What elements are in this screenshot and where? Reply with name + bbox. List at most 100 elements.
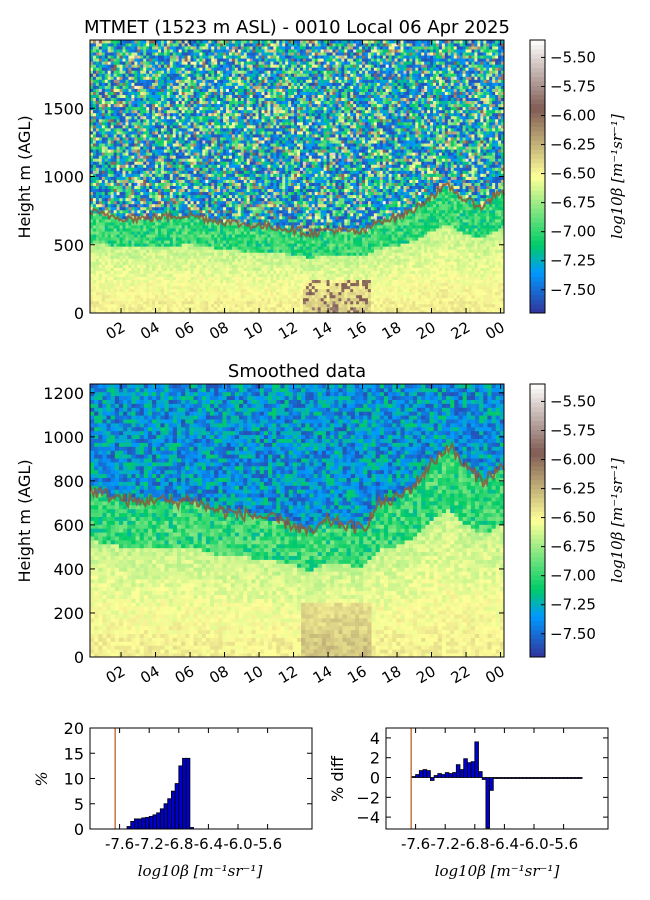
bar [444,772,450,778]
bar [182,757,187,830]
y-tick-label: 400 [53,560,84,579]
bar [133,818,139,830]
bar [485,777,490,829]
y-tick-label: 4 [370,729,380,748]
x-tick-label: 14 [310,662,336,687]
bar [448,773,453,778]
x-tick-label: 04 [137,318,163,343]
x-tick-label: 00 [482,318,508,343]
bar [463,758,468,778]
plot-frame [385,727,609,830]
y-tick-label: 2 [370,749,380,768]
x-tick-label: 06 [172,662,198,687]
colorbar-frame [529,383,546,658]
bar [437,773,442,778]
bar [466,762,472,778]
x-tick-label: -6.4 [194,835,223,853]
bar [441,774,446,778]
bar [478,771,483,778]
x-tick-label: -6.0 [223,835,252,853]
colorbar-tick-label: −6.25 [550,480,596,498]
panel2-boundary-line [89,441,505,538]
bar [559,777,565,779]
colorbar-tick-label: −5.75 [550,77,596,95]
bar [544,777,550,779]
x-tick-label: -7.6 [105,835,134,853]
colorbar-label: log10β [m⁻¹sr⁻¹] [608,114,626,239]
panel1-heatmap [90,40,505,314]
bar [470,761,476,778]
y-tick-label: 5 [74,795,84,814]
bar [137,818,143,830]
bar [574,777,579,779]
overlay-line [89,182,505,240]
bar [426,770,431,778]
bar [459,769,465,778]
x-tick-label: 20 [413,662,439,687]
colorbar-tick-label: −7.00 [550,567,596,585]
bar [411,776,416,778]
y-tick-label: 1000 [43,168,84,187]
bar [152,814,157,830]
bar [455,764,461,778]
colorbar-tick-label: −6.50 [550,509,596,527]
plot-frame [89,383,505,658]
bar [537,777,542,779]
bar [566,777,572,779]
bar [145,816,150,830]
bar [159,808,165,830]
raw-backscatter-panel: MTMET (1523 m ASL) - 0010 Local 06 Apr 2… [15,17,626,343]
x-tick-label: 02 [103,662,129,687]
x-tick-label: -6.8 [460,835,489,853]
y-tick-label: 0 [74,820,84,839]
panel4-xlabel: log10β [m⁻¹sr⁻¹] [435,862,560,880]
x-tick-label: 02 [103,318,129,343]
x-tick-label: 08 [206,318,232,343]
panel3-xlabel: log10β [m⁻¹sr⁻¹] [138,862,263,880]
bar [555,777,561,779]
bar [570,777,576,779]
x-tick-label: 18 [379,662,405,687]
y-tick-label: 600 [53,516,84,535]
x-tick-label: 12 [275,318,301,343]
bar [496,777,502,779]
colorbar-tick-label: −7.25 [550,596,596,614]
bar [548,777,553,779]
bar [170,790,176,830]
x-tick-label: 16 [344,662,370,687]
x-tick-label: 14 [310,318,336,343]
bar [522,777,528,779]
x-tick-label: 20 [413,318,439,343]
bar [415,774,420,778]
bar [515,777,520,779]
bar [178,765,183,830]
x-tick-label: 00 [482,662,508,687]
colorbar-tick-label: −7.00 [550,223,596,241]
y-tick-label: 0 [370,769,380,788]
overlay-line [89,441,505,538]
x-tick-label: -7.6 [401,835,430,853]
panel2-heatmap [90,384,505,658]
y-tick-label: 15 [64,744,84,763]
bar [533,777,539,779]
colorbar-frame [529,39,546,314]
y-tick-label: 500 [53,236,84,255]
bar [489,777,494,791]
bar [503,777,509,779]
smoothed-backscatter-panel: Smoothed data Height m (AGL) 02 04 06 08 10 1… [15,361,626,687]
colorbar-tick-label: −6.00 [550,451,596,469]
bar [130,821,135,830]
x-tick-label: 16 [344,318,370,343]
bar [526,777,531,779]
x-tick-label: 18 [379,318,405,343]
colorbar-tick-label: −5.50 [550,48,596,66]
x-tick-label: 04 [137,662,163,687]
colorbar-tick-label: −5.50 [550,392,596,410]
x-tick-label: 10 [241,318,267,343]
panel1-title: MTMET (1523 m ASL) - 0010 Local 06 Apr 2… [84,17,510,38]
colorbar-tick-label: −6.00 [550,107,596,125]
